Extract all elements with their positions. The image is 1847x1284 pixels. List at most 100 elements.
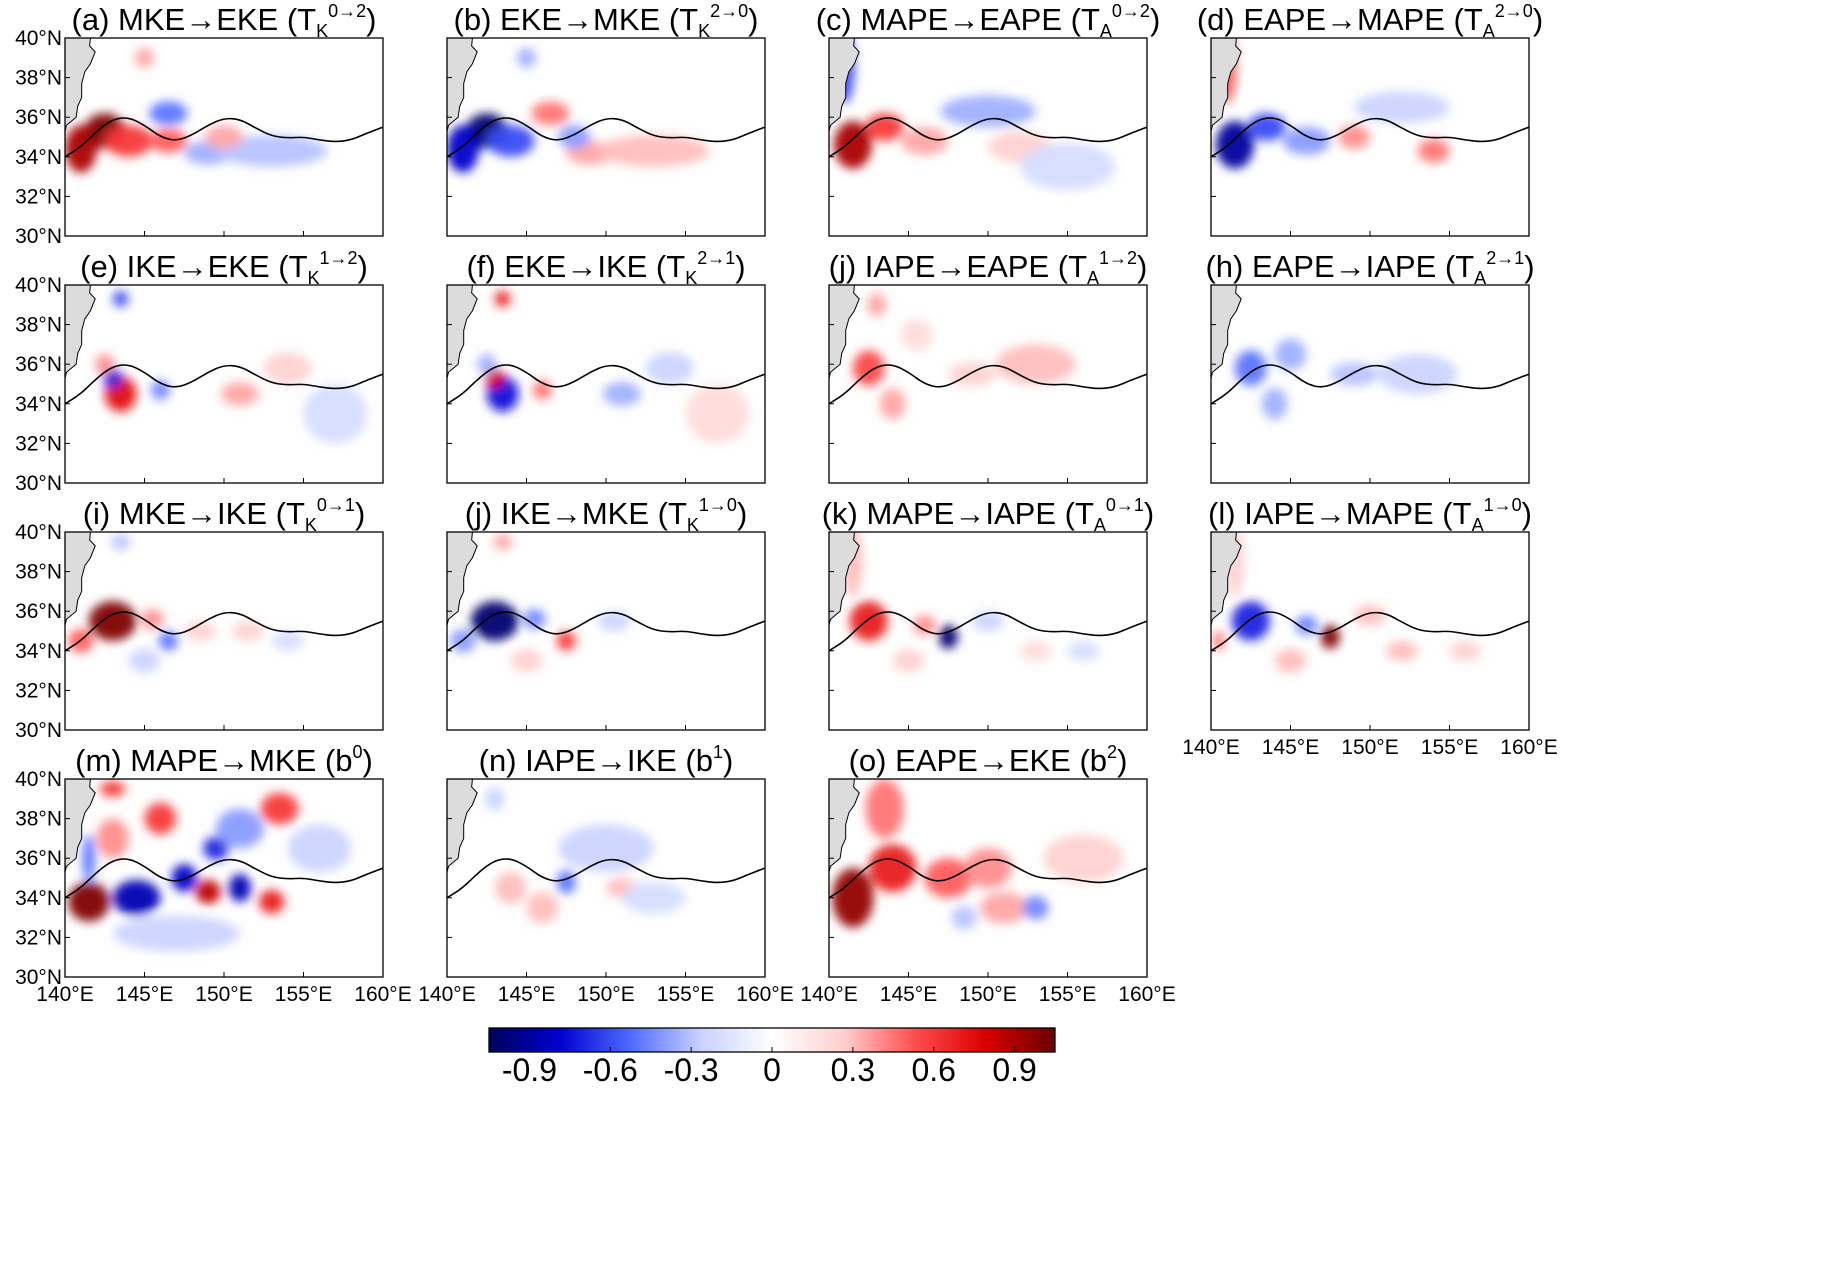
panel-j: (j) IKE→MKE (TK1→0) [446, 495, 766, 731]
kuroshio-axis-line [829, 364, 1147, 405]
anomaly-blob [531, 101, 570, 126]
x-tick-label: 145°E [116, 983, 173, 1006]
land-mask [65, 532, 96, 626]
panel-title: (l) IAPE→MAPE (TA1→0) [1208, 495, 1532, 535]
anomaly-blob [924, 858, 973, 898]
anomaly-blob [494, 290, 511, 307]
x-tick-label: 140°E [800, 983, 857, 1006]
anomaly-field [1214, 532, 1482, 673]
anomaly-blob [1247, 113, 1286, 141]
anomaly-blob [220, 382, 259, 406]
kuroshio-axis-line [65, 611, 383, 652]
panel-title: (d) EAPE→MAPE (TA2→0) [1197, 1, 1543, 41]
panel-c: (c) MAPE→EAPE (TA0→2) [816, 1, 1160, 237]
anomaly-blob [598, 135, 710, 167]
anomaly-blob [1234, 350, 1267, 386]
anomaly-blob [1067, 640, 1100, 661]
anomaly-blob [832, 868, 874, 928]
anomaly-blob [621, 881, 686, 914]
anomaly-field [485, 786, 686, 924]
colorbar: -0.9 -0.6 -0.3 0 0.3 0.6 0.9 [488, 1027, 1056, 1088]
anomaly-blob [913, 615, 936, 635]
x-tick-label: 160°E [354, 983, 411, 1006]
x-tick-label: 140°E [418, 983, 475, 1006]
anomaly-blob [951, 905, 977, 930]
x-tick-label: 155°E [1421, 736, 1478, 759]
anomaly-blob [144, 802, 177, 835]
y-tick-label: 32°N [15, 926, 62, 949]
land-mask [829, 38, 860, 132]
anomaly-blob [65, 125, 97, 173]
kuroshio-axis-line [1211, 364, 1529, 405]
x-tick-label: 145°E [880, 983, 937, 1006]
y-tick-label: 30°N [15, 719, 62, 742]
panel-title: (j) IKE→MKE (TK1→0) [465, 495, 748, 535]
anomaly-blob [849, 601, 888, 641]
anomaly-blob [602, 382, 641, 406]
land-mask [447, 779, 478, 873]
anomaly-blob [558, 824, 654, 873]
kuroshio-axis-line [1211, 117, 1529, 158]
anomaly-blob [526, 891, 559, 924]
panel-b: (b) EKE→MKE (TK2→0) [446, 1, 766, 237]
x-tick-label: 155°E [657, 983, 714, 1006]
anomaly-blob [112, 879, 161, 916]
panel-title: (j) IAPE→EAPE (TA1→2) [829, 248, 1148, 288]
panel-o: (o) EAPE→EKE (b2) 140°E 145°E 150°E 155°E 160… [800, 742, 1175, 1006]
panel-i: (i) MKE→IKE (TK0→1) 30°N 32°N 34°N 36°N 38°N 4… [15, 495, 384, 742]
anomaly-field [95, 290, 368, 444]
anomaly-blob [447, 125, 479, 173]
anomaly-blob [685, 384, 750, 444]
y-tick-label: 34°N [15, 393, 62, 416]
land-mask [65, 779, 96, 873]
kuroshio-axis-line [447, 611, 765, 652]
y-tick-label: 32°N [15, 185, 62, 208]
colorbar-tick-label: -0.3 [664, 1052, 719, 1088]
y-tick-label: 38°N [15, 561, 62, 584]
anomaly-field [1215, 38, 1450, 169]
y-tick-label: 32°N [15, 432, 62, 455]
kuroshio-axis-line [829, 117, 1147, 158]
land-mask [65, 285, 96, 379]
panel-title: (m) MAPE→MKE (b0) [75, 742, 373, 778]
panel-title: (f) EKE→IKE (TK2→1) [466, 248, 745, 288]
anomaly-blob [1295, 615, 1318, 635]
colorbar-tick-label: 0 [763, 1052, 781, 1088]
land-mask [829, 285, 860, 379]
anomaly-blob [1214, 631, 1224, 651]
panel-title: (i) MKE→IKE (TK0→1) [83, 495, 366, 535]
kuroshio-axis-line [829, 858, 1147, 899]
anomaly-blob [1043, 834, 1124, 882]
colorbar-tick-label: 0.6 [911, 1052, 955, 1088]
anomaly-blob [195, 879, 221, 904]
y-tick-label: 30°N [15, 225, 62, 248]
y-tick-label: 38°N [15, 808, 62, 831]
anomaly-blob [556, 631, 576, 651]
kuroshio-axis-line [829, 611, 1147, 652]
kuroshio-axis-line [65, 364, 383, 405]
anomaly-blob [216, 808, 264, 849]
x-tick-label: 140°E [1182, 736, 1239, 759]
anomaly-blob [112, 290, 129, 307]
y-tick-label: 36°N [15, 106, 62, 129]
land-mask [829, 532, 860, 626]
anomaly-blob [171, 864, 197, 892]
colorbar-tick-label: 0.9 [992, 1052, 1036, 1088]
anomaly-blob [892, 648, 925, 673]
anomaly-blob [494, 872, 527, 904]
anomaly-blob [972, 611, 1004, 631]
anomaly-field [832, 779, 1124, 930]
x-tick-label: 155°E [1039, 983, 1096, 1006]
panel-title: (n) IAPE→IKE (b1) [479, 742, 734, 778]
anomaly-blob [1449, 640, 1482, 661]
anomaly-blob [228, 874, 252, 902]
anomaly-blob [865, 113, 904, 141]
anomaly-blob [203, 836, 229, 861]
kuroshio-axis-line [65, 117, 383, 158]
x-tick-label: 160°E [1118, 983, 1175, 1006]
anomaly-blob [258, 889, 285, 914]
anomaly-blob [231, 621, 264, 641]
anomaly-blob [303, 384, 368, 444]
anomaly-blob [1261, 387, 1288, 420]
